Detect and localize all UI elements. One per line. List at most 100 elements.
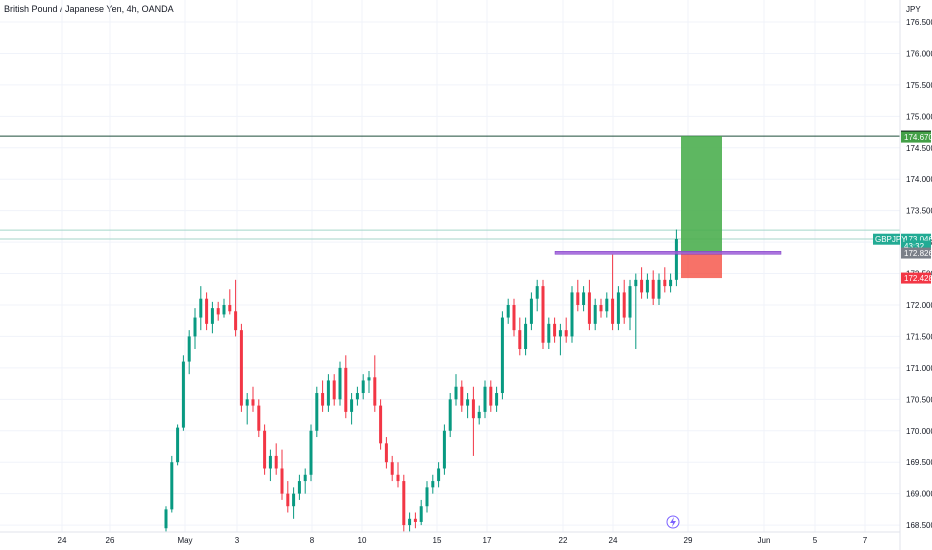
price-tag	[901, 233, 931, 245]
loss-zone	[681, 253, 722, 279]
price-tick-label: 170.500	[906, 395, 932, 404]
price-tag-label: 172.428	[904, 274, 932, 283]
candle-body	[199, 298, 203, 318]
candle-body	[437, 468, 441, 482]
candle-body	[413, 518, 417, 522]
candle-body	[181, 361, 185, 428]
price-tags: 174.686174.670173.04643:32172.826172.428…	[873, 130, 932, 284]
candle-body	[657, 279, 661, 299]
candle-body	[205, 298, 209, 324]
candle-body	[361, 380, 365, 394]
candle-body	[558, 330, 562, 337]
grid-lines	[0, 0, 900, 532]
candle-body	[379, 405, 383, 444]
candle-body	[373, 377, 377, 406]
price-tick-label: 171.000	[906, 364, 932, 373]
candle-body	[495, 393, 499, 406]
candle-body	[599, 304, 603, 312]
candle-body	[466, 399, 470, 406]
price-tick-label: 168.500	[906, 521, 932, 530]
time-tick-label: 8	[310, 536, 315, 545]
candle-body	[350, 399, 354, 412]
profit-zone	[681, 136, 722, 254]
candle-body	[292, 493, 296, 507]
candle-body	[500, 317, 504, 394]
time-tick-label: 5	[813, 536, 818, 545]
price-tick-label: 171.500	[906, 332, 932, 341]
candle-body	[164, 509, 168, 529]
candle-body	[605, 298, 609, 312]
price-tag	[901, 240, 931, 252]
candle-body	[286, 493, 290, 507]
time-tick-label: 7	[863, 536, 868, 545]
candle-body	[674, 238, 678, 280]
price-tag	[901, 131, 931, 143]
price-tick-label: 176.000	[906, 49, 932, 58]
candle-body	[587, 292, 591, 324]
candle-body	[454, 386, 458, 400]
candle-body	[442, 430, 446, 469]
candle-body	[396, 474, 400, 482]
candle-body	[268, 455, 272, 469]
candle-body	[309, 430, 313, 475]
candle-body	[326, 380, 330, 406]
price-tag-label: 172.826	[904, 249, 932, 258]
candle-body	[634, 279, 638, 287]
candle-body	[170, 462, 174, 510]
time-tick-label: 22	[559, 536, 568, 545]
time-tick-label: 26	[106, 536, 115, 545]
candle-body	[616, 292, 620, 324]
candle-body	[471, 399, 475, 419]
candle-body	[228, 304, 232, 312]
price-tag-label: 174.670	[904, 133, 932, 142]
price-tick-label: 169.500	[906, 458, 932, 467]
candle-body	[419, 506, 423, 522]
time-tick-label: 10	[358, 536, 367, 545]
candle-body	[210, 308, 214, 324]
candle-body	[640, 279, 644, 293]
price-tick-label: 174.500	[906, 144, 932, 153]
candle-body	[384, 443, 388, 463]
time-axis-labels: 24 26 May 3 8 10 15 17 22 24 29 Jun 5 7	[58, 536, 868, 545]
time-tick-label: 24	[609, 536, 618, 545]
time-tick-label: 3	[235, 536, 240, 545]
candle-body	[582, 292, 586, 305]
candle-body	[651, 279, 655, 299]
price-tag-label: 173.046	[904, 235, 932, 244]
time-tick-label: Jun	[758, 536, 771, 545]
candle-body	[425, 487, 429, 507]
candle-body	[263, 430, 267, 469]
candle-body	[321, 393, 325, 406]
time-tick-label: 17	[483, 536, 492, 545]
candle-body	[234, 311, 238, 331]
candle-body	[622, 292, 626, 318]
candle-body	[303, 474, 307, 482]
candlestick-series	[164, 229, 678, 532]
candle-body	[251, 399, 255, 406]
candle-body	[367, 377, 371, 381]
candle-body	[576, 292, 580, 305]
candle-body	[408, 518, 412, 526]
candle-body	[390, 462, 394, 475]
candle-body	[176, 427, 180, 463]
candle-body	[541, 286, 545, 343]
candle-body	[344, 367, 348, 412]
price-tag	[901, 247, 931, 259]
lightning-icon[interactable]	[666, 515, 680, 529]
resistance-line	[554, 251, 782, 255]
candle-body	[257, 405, 261, 431]
candle-body	[431, 481, 435, 488]
candle-body	[645, 279, 649, 293]
candle-body	[593, 304, 597, 324]
candle-body	[187, 336, 191, 362]
candle-body	[297, 481, 301, 494]
price-tick-label: 169.000	[906, 490, 932, 499]
candle-body	[483, 386, 487, 412]
long-position-tool	[681, 136, 722, 279]
candle-body	[512, 304, 516, 331]
time-tick-label: 29	[684, 536, 693, 545]
price-tick-label: 175.500	[906, 81, 932, 90]
chart-title: British Pound / Japanese Yen, 4h, OANDA	[4, 4, 174, 14]
candle-body	[193, 317, 197, 337]
